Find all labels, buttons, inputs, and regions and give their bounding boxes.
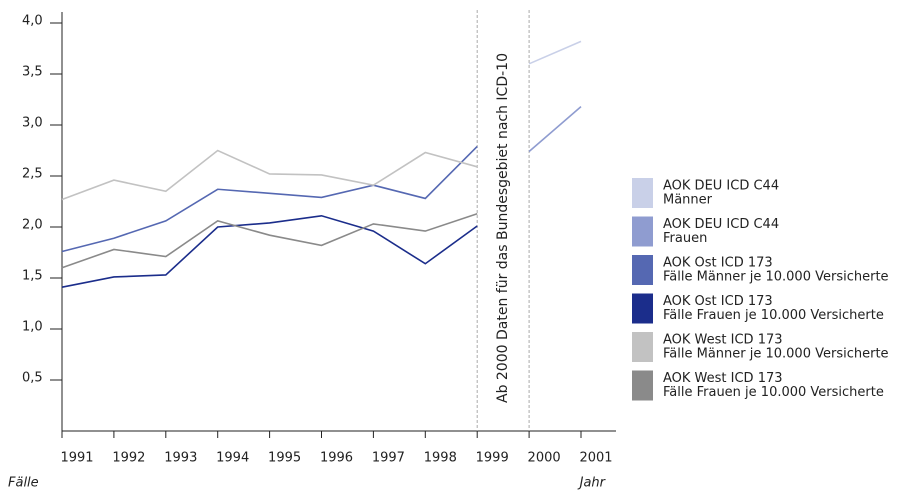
legend-swatch — [632, 332, 653, 362]
legend-label: AOK DEU ICD C44 — [663, 179, 779, 194]
legend-label: Fälle Männer je 10.000 Versicherte — [663, 270, 889, 285]
legend-label: Fälle Frauen je 10.000 Versicherte — [663, 308, 884, 323]
x-tick-label: 1997 — [372, 451, 405, 466]
legend-label: Fälle Frauen je 10.000 Versicherte — [663, 385, 884, 400]
legend-label: AOK West ICD 173 — [663, 333, 783, 348]
series-line — [61, 145, 478, 253]
y-tick-label: 4,0 — [22, 14, 43, 29]
series-line — [61, 212, 478, 269]
series-line — [528, 106, 582, 153]
legend-swatch — [632, 255, 653, 285]
legend-swatch — [632, 293, 653, 324]
x-axis-label: Jahr — [577, 476, 607, 491]
x-tick-label: 1999 — [476, 451, 509, 466]
x-tick-label: 1992 — [112, 451, 145, 466]
legend-label: Fälle Männer je 10.000 Versicherte — [663, 347, 889, 362]
legend-label: Frauen — [663, 231, 707, 246]
legend-label: AOK West ICD 173 — [663, 371, 783, 386]
legend-label: AOK Ost ICD 173 — [663, 256, 773, 271]
y-axis-label: Fälle — [8, 476, 39, 491]
series-line — [528, 40, 582, 65]
x-tick-label: 1993 — [164, 451, 197, 466]
x-tick-label: 1998 — [424, 451, 457, 466]
y-tick-label: 1,0 — [22, 320, 43, 335]
legend-label: Männer — [663, 193, 713, 208]
legend-label: AOK Ost ICD 173 — [663, 294, 773, 309]
x-tick-label: 1994 — [216, 451, 249, 466]
y-tick-label: 3,5 — [22, 65, 43, 80]
legend-label: AOK DEU ICD C44 — [663, 217, 779, 232]
y-tick-label: 1,5 — [22, 269, 43, 284]
y-tick-label: 0,5 — [22, 371, 43, 386]
legend-swatch — [632, 216, 653, 247]
x-tick-label: 1995 — [268, 451, 301, 466]
x-tick-label: 1996 — [320, 451, 353, 466]
x-tick-label: 2000 — [528, 451, 561, 466]
legend-swatch — [632, 370, 653, 401]
y-tick-label: 2,5 — [22, 167, 43, 182]
annotation: Ab 2000 Daten für das Bundesgebiet nach … — [495, 53, 511, 403]
y-tick-label: 2,0 — [22, 218, 43, 233]
series-line — [61, 149, 478, 201]
y-tick-label: 3,0 — [22, 116, 43, 131]
series-line — [61, 214, 478, 288]
x-tick-label: 2001 — [579, 451, 612, 466]
legend-swatch — [632, 178, 653, 208]
x-tick-label: 1991 — [60, 451, 93, 466]
